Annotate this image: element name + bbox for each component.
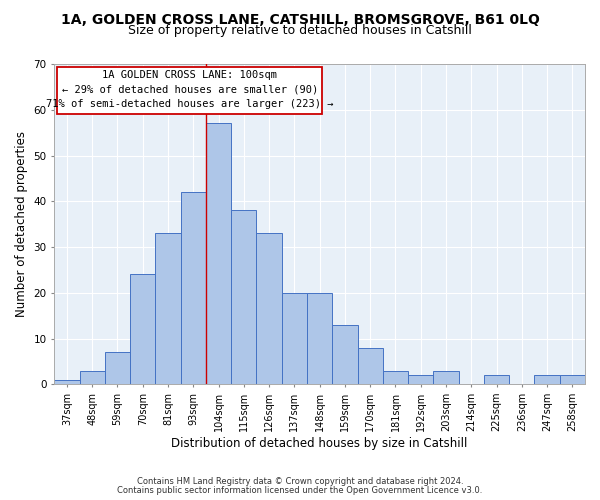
Bar — [358, 348, 383, 385]
Bar — [155, 234, 181, 384]
Bar — [433, 370, 458, 384]
Bar — [560, 375, 585, 384]
Text: 1A, GOLDEN CROSS LANE, CATSHILL, BROMSGROVE, B61 0LQ: 1A, GOLDEN CROSS LANE, CATSHILL, BROMSGR… — [61, 12, 539, 26]
Text: ← 29% of detached houses are smaller (90): ← 29% of detached houses are smaller (90… — [62, 85, 318, 95]
Bar — [55, 380, 80, 384]
Bar — [80, 370, 105, 384]
Bar — [332, 325, 358, 384]
Bar — [282, 293, 307, 384]
Bar — [535, 375, 560, 384]
FancyBboxPatch shape — [57, 67, 322, 114]
Bar — [307, 293, 332, 384]
Bar — [484, 375, 509, 384]
Bar — [256, 234, 282, 384]
Bar — [105, 352, 130, 384]
Text: 1A GOLDEN CROSS LANE: 100sqm: 1A GOLDEN CROSS LANE: 100sqm — [102, 70, 277, 81]
Bar — [181, 192, 206, 384]
Bar — [206, 124, 231, 384]
Bar — [383, 370, 408, 384]
Bar — [231, 210, 256, 384]
Text: Size of property relative to detached houses in Catshill: Size of property relative to detached ho… — [128, 24, 472, 37]
Y-axis label: Number of detached properties: Number of detached properties — [15, 131, 28, 317]
Bar — [408, 375, 433, 384]
Bar — [130, 274, 155, 384]
Text: 71% of semi-detached houses are larger (223) →: 71% of semi-detached houses are larger (… — [46, 100, 334, 110]
Text: Contains public sector information licensed under the Open Government Licence v3: Contains public sector information licen… — [118, 486, 482, 495]
X-axis label: Distribution of detached houses by size in Catshill: Distribution of detached houses by size … — [172, 437, 468, 450]
Text: Contains HM Land Registry data © Crown copyright and database right 2024.: Contains HM Land Registry data © Crown c… — [137, 477, 463, 486]
